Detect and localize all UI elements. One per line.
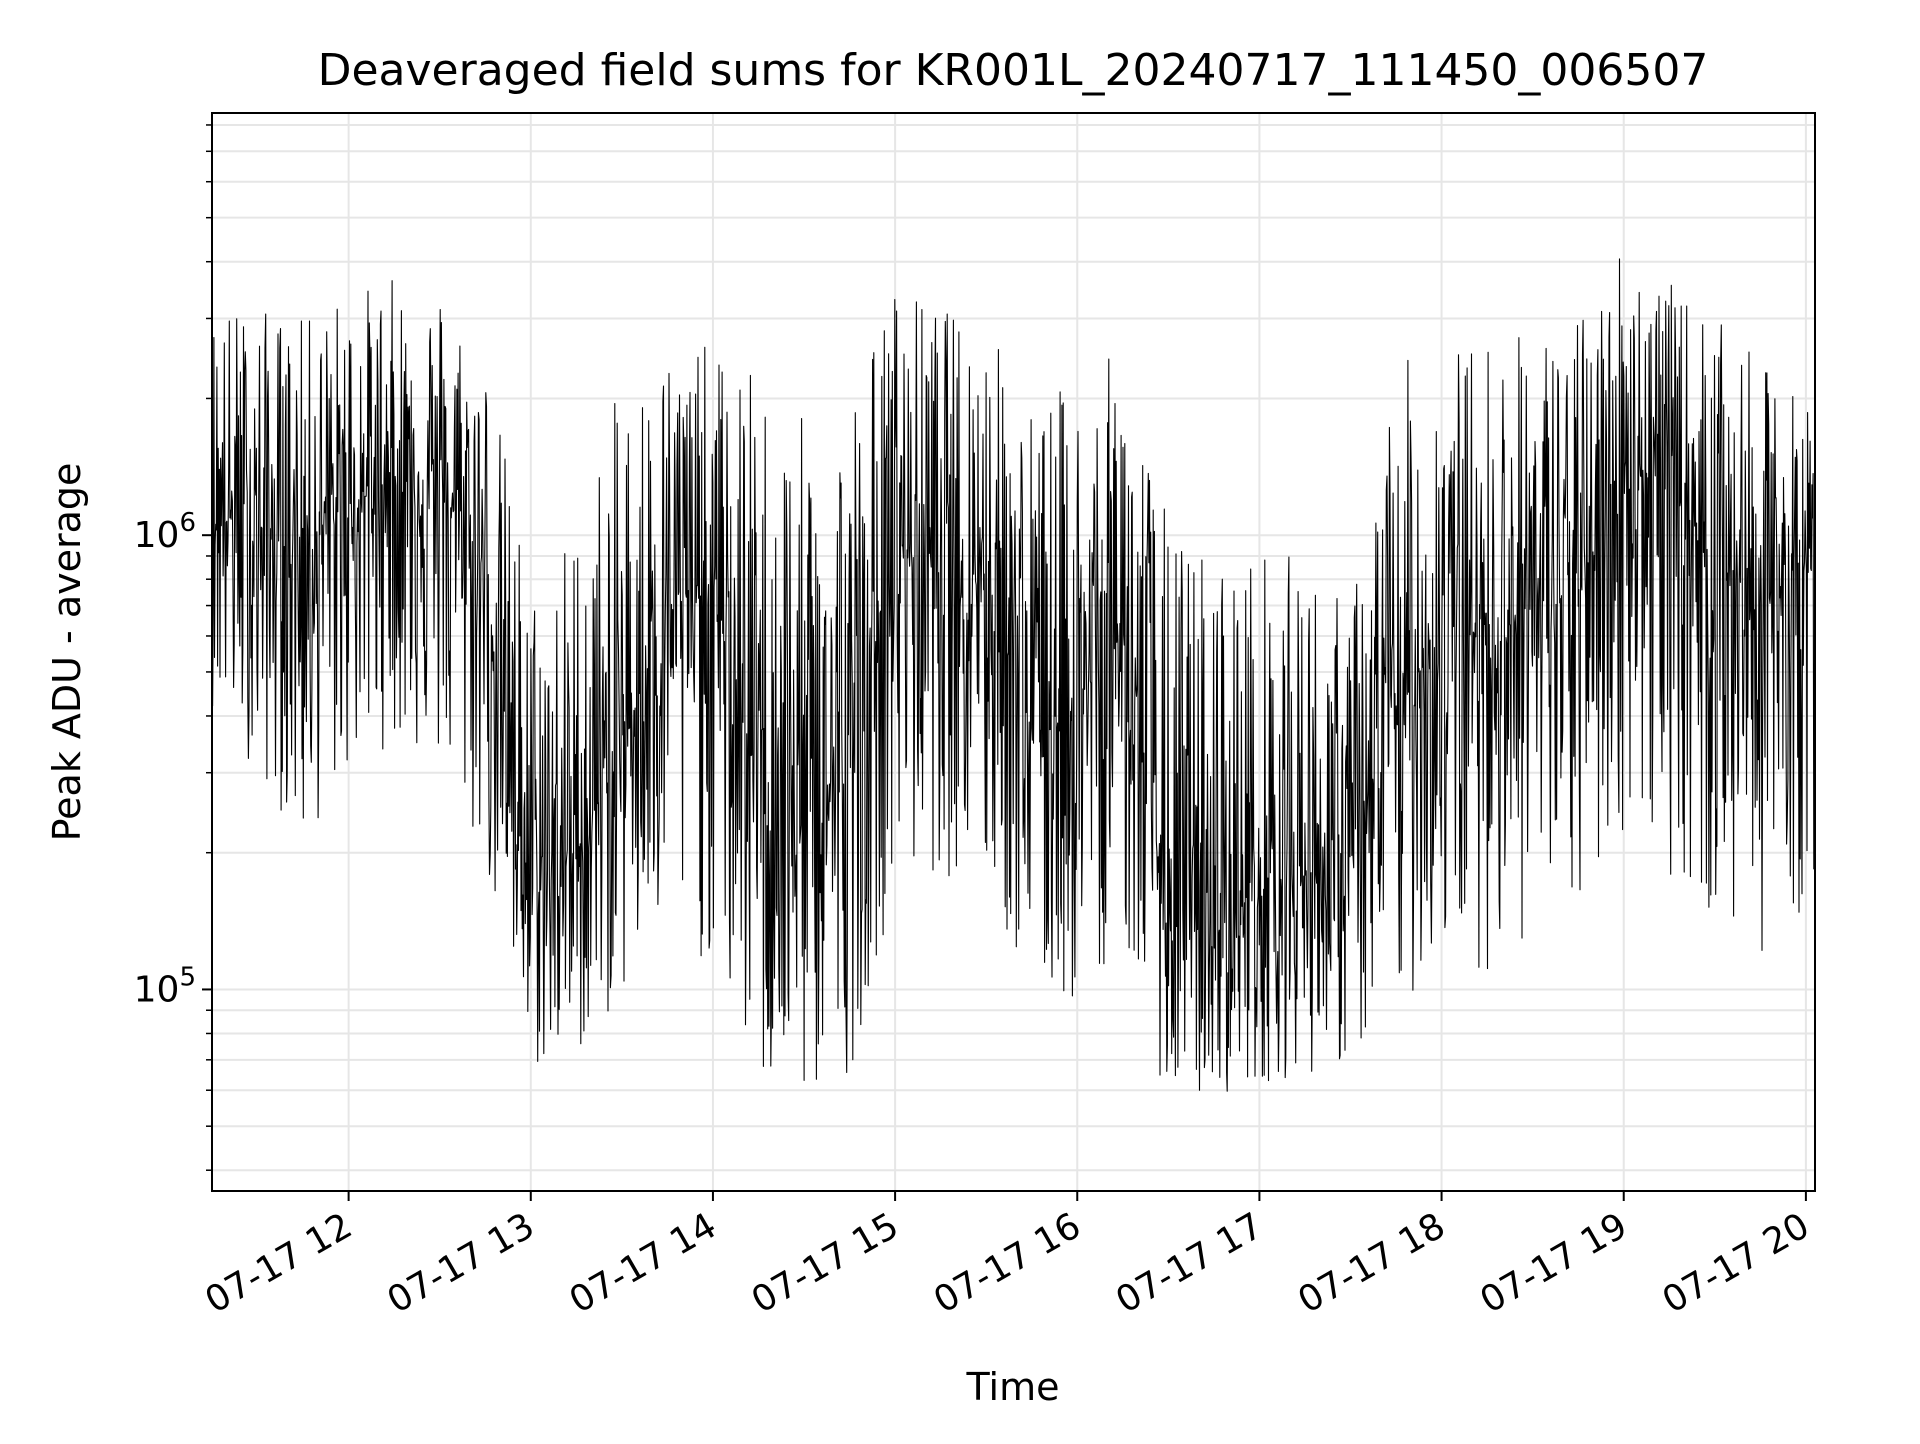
- x-axis-label: Time: [966, 1365, 1060, 1409]
- series-line: [211, 258, 1816, 1092]
- y-tick-label-exponent: 6: [179, 508, 196, 538]
- y-tick-label: 106: [134, 508, 196, 556]
- y-axis-label: Peak ADU - average: [45, 463, 89, 842]
- y-tick-label: 105: [134, 962, 196, 1010]
- y-tick-label-base: 10: [134, 969, 180, 1010]
- plot-frame: [211, 112, 1816, 1192]
- series-layer: [211, 258, 1816, 1092]
- y-tick-label-base: 10: [134, 515, 180, 556]
- chart-title: Deaveraged field sums for KR001L_2024071…: [318, 45, 1709, 96]
- y-tick-label-exponent: 5: [179, 962, 196, 992]
